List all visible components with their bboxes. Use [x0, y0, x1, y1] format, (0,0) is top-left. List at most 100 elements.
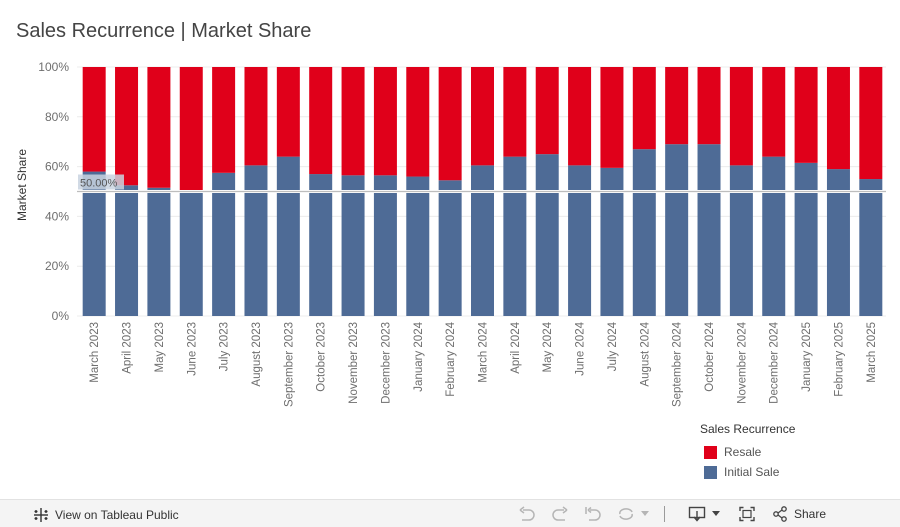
caret-down-icon — [712, 511, 720, 516]
bar-initial-sale[interactable] — [212, 172, 236, 316]
revert-button[interactable] — [581, 504, 605, 524]
stacked-bar-chart: 50.00% 0% 20% 40% 60% 80% 100% March 2023 Apri… — [15, 60, 886, 407]
tableau-logo-icon — [34, 508, 48, 522]
bar-resale[interactable] — [244, 67, 268, 166]
y-tick-label: 80% — [45, 110, 69, 124]
bar-initial-sale[interactable] — [341, 175, 365, 316]
bar-initial-sale[interactable] — [503, 156, 527, 316]
x-tick-label: March 2024 — [478, 321, 490, 382]
bar-resale[interactable] — [276, 67, 300, 157]
bar-resale[interactable] — [212, 67, 236, 173]
bar-resale[interactable] — [115, 67, 139, 186]
y-tick-label: 60% — [45, 160, 69, 174]
x-tick-label: November 2024 — [736, 321, 748, 403]
refresh-button[interactable] — [614, 504, 638, 524]
revert-icon — [585, 506, 601, 521]
bar-resale[interactable] — [147, 67, 171, 188]
download-button[interactable] — [685, 504, 709, 524]
x-tick-label: October 2023 — [316, 322, 328, 392]
bar-resale[interactable] — [503, 67, 527, 157]
bar-initial-sale[interactable] — [115, 185, 139, 316]
x-tick-label: January 2025 — [801, 322, 813, 392]
undo-button[interactable] — [515, 504, 539, 524]
x-tick-label: March 2025 — [866, 322, 878, 383]
legend-swatch-initial-sale — [704, 465, 717, 479]
bar-initial-sale[interactable] — [697, 144, 721, 316]
x-tick-label: December 2023 — [380, 322, 392, 404]
bar-resale[interactable] — [535, 67, 559, 155]
x-tick-label: February 2025 — [833, 322, 845, 397]
bar-initial-sale[interactable] — [632, 149, 656, 316]
x-tick-label: July 2024 — [607, 321, 619, 371]
legend-title: Sales Recurrence — [700, 422, 796, 436]
fullscreen-button[interactable] — [735, 504, 759, 524]
bar-resale[interactable] — [826, 67, 850, 170]
bar-resale[interactable] — [794, 67, 818, 163]
bar-resale[interactable] — [309, 67, 333, 175]
bar-resale[interactable] — [729, 67, 753, 166]
bar-resale[interactable] — [762, 67, 786, 157]
bar-initial-sale[interactable] — [471, 165, 494, 316]
x-tick-label: February 2024 — [445, 321, 457, 396]
bar-resale[interactable] — [697, 67, 721, 145]
y-tick-label: 20% — [45, 259, 69, 273]
bar-resale[interactable] — [438, 67, 462, 181]
x-axis-ticks: March 2023 April 2023 May 2023 June 2023 Jul… — [89, 321, 878, 407]
bar-initial-sale[interactable] — [600, 167, 624, 316]
refresh-dropdown[interactable] — [640, 504, 650, 524]
bar-initial-sale[interactable] — [859, 179, 883, 316]
bar-initial-sale[interactable] — [568, 165, 592, 316]
bar-resale[interactable] — [471, 67, 494, 166]
bar-initial-sale[interactable] — [665, 144, 689, 316]
view-on-tableau-public-link[interactable]: View on Tableau Public — [32, 506, 179, 524]
bar-resale[interactable] — [373, 67, 397, 176]
bar-initial-sale[interactable] — [535, 154, 559, 316]
undo-icon — [519, 506, 535, 521]
bar-resale[interactable] — [665, 67, 689, 145]
reference-line-label: 50.00% — [80, 178, 118, 190]
bar-resale[interactable] — [179, 67, 203, 191]
x-tick-label: May 2023 — [154, 322, 166, 373]
share-icon — [773, 506, 787, 522]
bar-initial-sale[interactable] — [276, 156, 300, 316]
bar-initial-sale[interactable] — [147, 187, 171, 316]
bar-resale[interactable] — [568, 67, 592, 166]
page-title: Sales Recurrence | Market Share — [16, 20, 312, 42]
bar-initial-sale[interactable] — [309, 174, 333, 316]
legend-swatch-resale — [704, 445, 717, 459]
y-tick-label: 0% — [52, 309, 70, 323]
download-dropdown[interactable] — [711, 504, 721, 524]
x-tick-label: October 2024 — [704, 321, 716, 391]
bar-resale[interactable] — [600, 67, 624, 168]
bar-initial-sale[interactable] — [729, 165, 753, 316]
legend-item-initial-sale[interactable]: Initial Sale — [700, 462, 890, 482]
bar-initial-sale[interactable] — [244, 165, 268, 316]
bars — [82, 67, 883, 316]
bar-resale[interactable] — [859, 67, 883, 180]
bar-initial-sale[interactable] — [406, 176, 430, 316]
bar-initial-sale[interactable] — [82, 171, 106, 316]
share-button[interactable]: Share — [772, 506, 826, 522]
bar-initial-sale[interactable] — [179, 190, 203, 316]
toolbar: Share — [515, 504, 826, 524]
bar-resale[interactable] — [341, 67, 365, 176]
x-tick-label: August 2024 — [639, 321, 651, 386]
legend-item-resale[interactable]: Resale — [700, 442, 890, 462]
bar-resale[interactable] — [406, 67, 430, 177]
bar-initial-sale[interactable] — [438, 180, 462, 316]
bar-resale[interactable] — [632, 67, 656, 150]
bar-initial-sale[interactable] — [794, 162, 818, 316]
bar-initial-sale[interactable] — [826, 169, 850, 316]
refresh-icon — [619, 508, 633, 520]
fullscreen-icon — [739, 506, 755, 522]
share-label: Share — [794, 507, 827, 521]
x-tick-label: December 2024 — [769, 321, 781, 403]
toolbar-separator — [664, 506, 665, 522]
download-icon — [688, 506, 706, 522]
bar-resale[interactable] — [82, 67, 106, 172]
redo-button[interactable] — [548, 504, 572, 524]
tableau-footer: View on Tableau Public — [0, 499, 900, 527]
x-tick-label: November 2023 — [348, 322, 360, 404]
bar-initial-sale[interactable] — [762, 156, 786, 316]
bar-initial-sale[interactable] — [373, 175, 397, 316]
